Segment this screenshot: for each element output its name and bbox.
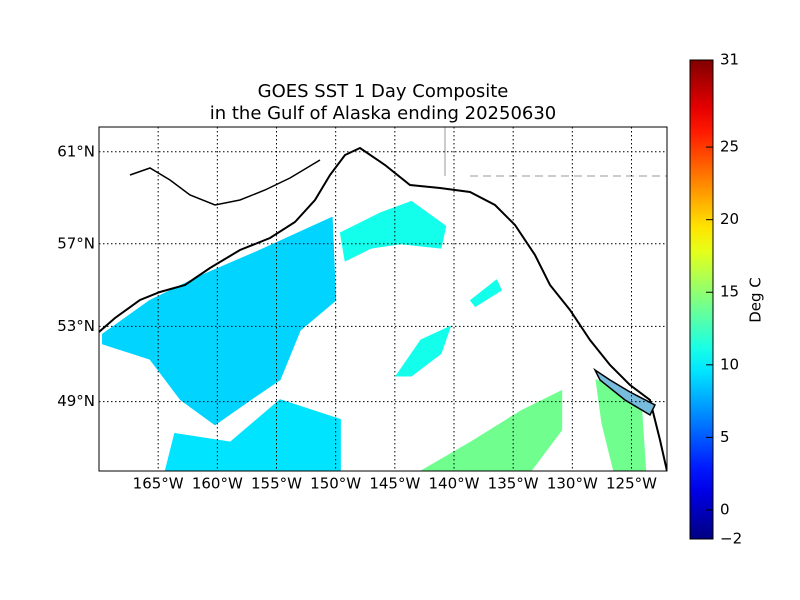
colorbar-tick-label: 31	[720, 51, 739, 69]
sst-layer	[102, 200, 647, 471]
x-tick-label: 140°W	[429, 475, 480, 493]
colorbar-label: Deg C	[747, 277, 765, 323]
colorbar	[689, 59, 714, 540]
y-tick-label: 49°N	[57, 392, 95, 410]
colorbar-tick-label: 25	[720, 138, 739, 156]
colorbar-tick-label: 15	[720, 283, 739, 301]
sst-region	[102, 216, 337, 426]
graticule	[99, 127, 667, 471]
y-tick-label: 61°N	[57, 142, 95, 160]
island	[593, 367, 657, 417]
x-tick-label: 130°W	[547, 475, 598, 493]
colorbar-tick-label: 5	[720, 428, 730, 446]
map-frame	[98, 126, 668, 472]
colorbar-tick-label: −2	[720, 530, 742, 548]
title-line: in the Gulf of Alaska ending 20250630	[210, 103, 557, 124]
x-tick-label: 155°W	[251, 475, 302, 493]
coast-line	[129, 159, 321, 206]
title-line: GOES SST 1 Day Composite	[258, 81, 509, 102]
sst-region	[395, 325, 451, 377]
x-tick-label: 125°W	[606, 475, 657, 493]
sst-region	[470, 279, 502, 307]
coast-line	[99, 146, 667, 471]
x-tick-label: 160°W	[192, 475, 243, 493]
colorbar-tick-label: 10	[720, 355, 739, 373]
colorbar-tick-label: 20	[720, 210, 739, 228]
colorbar-tick-label: 0	[720, 500, 730, 518]
x-tick-label: 145°W	[369, 475, 420, 493]
x-tick-label: 135°W	[488, 475, 539, 493]
sst-region	[420, 390, 563, 471]
sst-region	[164, 399, 341, 471]
y-tick-label: 53°N	[57, 317, 95, 335]
x-tick-label: 165°W	[133, 475, 184, 493]
coastline	[99, 127, 667, 471]
sst-region	[339, 200, 447, 262]
x-tick-label: 150°W	[310, 475, 361, 493]
y-tick-label: 57°N	[57, 234, 95, 252]
